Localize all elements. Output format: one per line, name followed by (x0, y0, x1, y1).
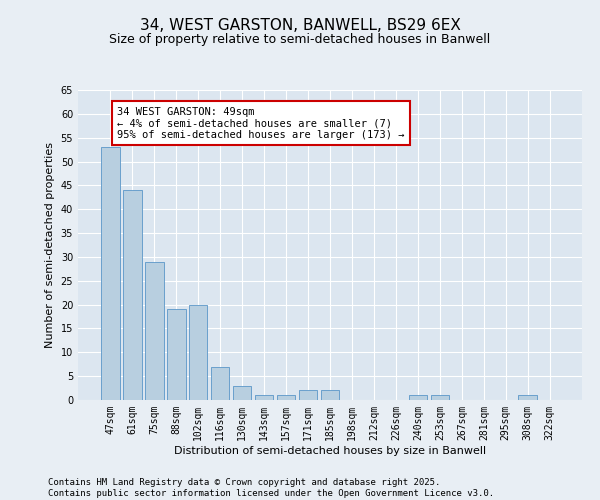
Text: 34, WEST GARSTON, BANWELL, BS29 6EX: 34, WEST GARSTON, BANWELL, BS29 6EX (140, 18, 460, 32)
Bar (145, 262, 164, 400)
Bar (518, 395, 537, 400)
Bar (320, 390, 340, 400)
Bar (255, 395, 274, 400)
Y-axis label: Number of semi-detached properties: Number of semi-detached properties (45, 142, 55, 348)
Text: 34 WEST GARSTON: 49sqm
← 4% of semi-detached houses are smaller (7)
95% of semi-: 34 WEST GARSTON: 49sqm ← 4% of semi-deta… (117, 106, 404, 140)
Bar (211, 366, 229, 400)
Bar (233, 386, 251, 400)
Bar (167, 310, 185, 400)
Bar (277, 395, 295, 400)
Text: Contains HM Land Registry data © Crown copyright and database right 2025.
Contai: Contains HM Land Registry data © Crown c… (48, 478, 494, 498)
Bar (123, 190, 142, 400)
Bar (431, 395, 449, 400)
Bar (299, 390, 317, 400)
Bar (189, 304, 208, 400)
Bar (409, 395, 427, 400)
Text: Size of property relative to semi-detached houses in Banwell: Size of property relative to semi-detach… (109, 32, 491, 46)
X-axis label: Distribution of semi-detached houses by size in Banwell: Distribution of semi-detached houses by … (174, 446, 486, 456)
Bar (101, 147, 119, 400)
